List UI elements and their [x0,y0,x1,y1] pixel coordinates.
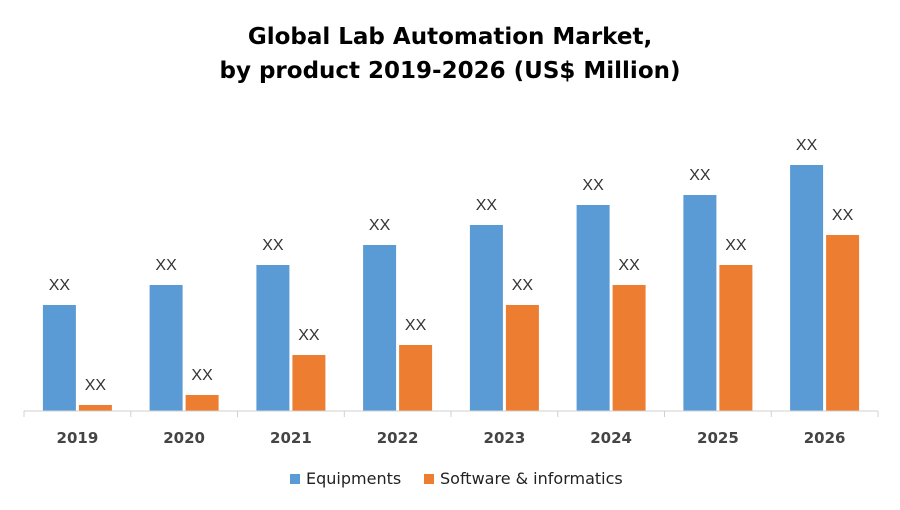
bar-equipments-2022 [363,245,397,411]
bar-equipments-2023 [469,225,503,411]
bar-software-informatics-2019 [78,405,112,411]
bar-software-informatics-2021 [292,355,326,411]
data-label-equipments-2019: XX [49,277,71,294]
bar-equipments-2020 [149,285,183,411]
legend-label-equipments: Equipments [306,469,401,488]
x-tick-label-2025: 2025 [697,429,739,447]
bar-software-informatics-2026 [826,235,860,411]
data-label-software-informatics-2023: XX [512,277,534,294]
bar-software-informatics-2022 [399,345,433,411]
data-label-software-informatics-2024: XX [618,257,640,274]
data-label-equipments-2021: XX [262,237,284,254]
bar-equipments-2019 [42,305,76,411]
data-label-equipments-2026: XX [796,137,818,154]
bar-equipments-2021 [256,265,290,411]
bar-equipments-2026 [790,165,824,411]
data-label-software-informatics-2026: XX [832,207,854,224]
x-tick-label-2022: 2022 [377,429,419,447]
bar-software-informatics-2024 [612,285,646,411]
legend-label-software-informatics: Software & informatics [440,469,623,488]
legend: Equipments Software & informatics [290,469,623,488]
data-label-equipments-2024: XX [582,177,604,194]
bar-equipments-2024 [576,205,610,411]
chart-title-line-1: Global Lab Automation Market, [248,24,652,50]
bar-software-informatics-2023 [505,305,539,411]
data-label-equipments-2022: XX [369,217,391,234]
bar-equipments-2025 [683,195,717,411]
legend-swatch-equipments [290,474,300,484]
x-tick-label-2019: 2019 [57,429,99,447]
x-tick-label-2026: 2026 [804,429,846,447]
data-label-equipments-2025: XX [689,167,711,184]
x-tick-label-2020: 2020 [163,429,205,447]
bars-layer [42,165,860,411]
bar-software-informatics-2025 [719,265,753,411]
data-label-software-informatics-2019: XX [85,377,107,394]
chart-title-line-2: by product 2019-2026 (US$ Million) [220,58,681,84]
data-label-equipments-2023: XX [476,197,498,214]
data-label-software-informatics-2020: XX [191,367,213,384]
data-label-software-informatics-2022: XX [405,317,427,334]
data-labels-layer: XX XX XX XX XX XX XX XX XX XX XX XX XX XX XX XX [49,137,854,394]
bar-software-informatics-2020 [185,395,219,411]
x-tick-label-2024: 2024 [590,429,632,447]
data-label-software-informatics-2021: XX [298,327,320,344]
x-axis-ticks: 2019 2020 2021 2022 2023 2024 2025 2026 [23,411,879,447]
data-label-equipments-2020: XX [155,257,177,274]
x-tick-label-2021: 2021 [270,429,312,447]
x-tick-label-2023: 2023 [484,429,526,447]
legend-swatch-software-informatics [424,474,434,484]
data-label-software-informatics-2025: XX [725,237,747,254]
